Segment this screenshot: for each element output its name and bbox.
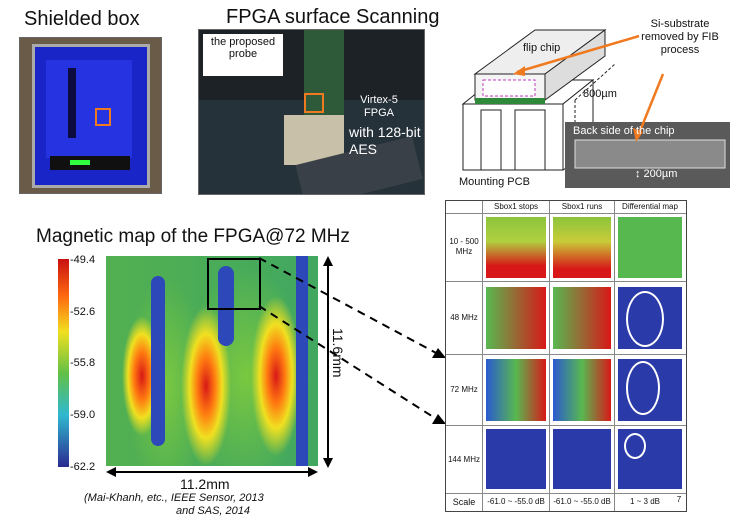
map-cell	[618, 217, 682, 278]
row-label: 144 MHz	[447, 455, 480, 464]
row-label: 48 MHz	[450, 313, 478, 322]
row-label: 72 MHz	[450, 385, 478, 394]
colorbar-tick: -62.2	[70, 461, 96, 473]
colorbar-tick: -52.6	[70, 306, 96, 318]
map-cell	[486, 217, 546, 278]
map-width-label: 11.2mm	[180, 476, 230, 492]
citation-line-1: (Mai-Khanh, etc., IEEE Sensor, 2013	[84, 492, 264, 504]
scale-label: Scale	[452, 497, 476, 507]
back-side-label: Back side of the chip	[573, 125, 675, 137]
column-header: Sbox1 runs	[561, 202, 603, 211]
chip-diagram: flip chip 800µm Mounting PCB Si-substrat…	[435, 18, 730, 198]
map-cell	[553, 287, 611, 349]
fpga-highlight-box	[304, 93, 324, 113]
shielded-box-photo	[19, 37, 162, 194]
map-cell	[618, 287, 682, 349]
dimension-200-label: ↕ 200µm	[635, 168, 678, 180]
row-label: 10 - 500 MHz	[449, 237, 479, 256]
map-cell	[618, 359, 682, 421]
si-substrate-note: Si-substrate removed by FIB process	[641, 18, 719, 56]
colorbar	[58, 259, 69, 467]
fpga-photo: the proposed probe Virtex-5 FPGA with 12…	[198, 29, 425, 195]
aes-label: with 128-bit AES	[349, 124, 421, 157]
map-cell	[553, 217, 611, 278]
chip-diagram-drawing	[461, 29, 730, 188]
column-header: Differential map	[622, 202, 678, 211]
scale-value: -61.0 ~ -55.0 dB	[487, 497, 545, 506]
fpga-label: Virtex-5 FPGA	[360, 94, 398, 119]
colorbar-tick: -59.0	[70, 409, 96, 421]
map-cell	[486, 359, 546, 421]
magnetic-heat-map	[106, 256, 318, 466]
map-cell	[618, 429, 682, 489]
shielded-box-title: Shielded box	[24, 8, 140, 30]
scale-value: -61.0 ~ -55.0 dB	[553, 497, 611, 506]
map-height-label: 11.6mm	[330, 328, 346, 378]
probe-highlight-box	[95, 108, 111, 126]
map-cell	[553, 429, 611, 489]
comparison-table: Sbox1 stops Sbox1 runs Differential map …	[445, 200, 687, 512]
column-header: Sbox1 stops	[493, 202, 539, 211]
map-cell	[486, 429, 546, 489]
dimension-800-label: 800µm	[583, 88, 617, 100]
map-cell	[486, 287, 546, 349]
mounting-pcb-label: Mounting PCB	[459, 176, 530, 188]
citation-line-2: and SAS, 2014	[176, 505, 251, 517]
page-number: 7	[676, 495, 682, 504]
flip-chip-label: flip chip	[523, 42, 561, 54]
magnetic-map-title: Magnetic map of the FPGA@72 MHz	[36, 226, 350, 247]
map-cell	[553, 359, 611, 421]
fpga-scanning-title: FPGA surface Scanning	[226, 6, 440, 28]
zoom-region-box	[207, 258, 261, 310]
probe-label: the proposed probe	[203, 34, 283, 76]
colorbar-tick: -49.4	[70, 254, 96, 266]
scale-value: 1 ~ 3 dB	[629, 497, 661, 506]
colorbar-tick: -55.8	[70, 357, 96, 369]
